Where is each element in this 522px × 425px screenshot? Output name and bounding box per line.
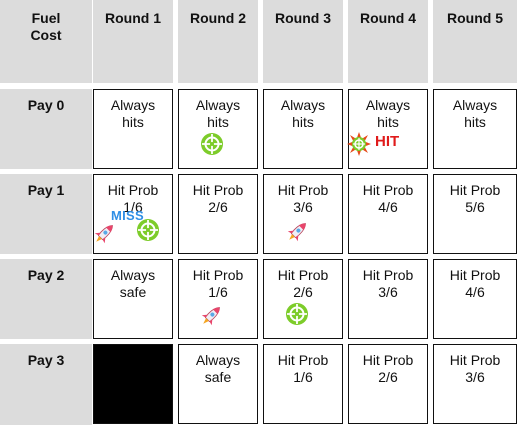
cell-pay2-round4[interactable]: Hit Prob 3/6: [348, 259, 428, 339]
cell-pay2-round1[interactable]: Always safe: [93, 259, 173, 339]
cell-text: 1/6: [123, 199, 143, 215]
hit-label: HIT: [375, 133, 400, 150]
cell-text: Always: [195, 97, 241, 113]
pay-3-row-header: Pay 3: [0, 344, 92, 425]
cell-pay0-round1[interactable]: Always hits: [93, 89, 173, 169]
cell-text: Hit Prob: [449, 267, 501, 283]
cell-pay1-round4[interactable]: Hit Prob 4/6: [348, 174, 428, 254]
cell-pay3-round2[interactable]: Always safe: [178, 344, 258, 424]
cell-text: 4/6: [378, 199, 398, 215]
rocket-icon: [94, 225, 113, 244]
cell-text: Hit Prob: [277, 267, 329, 283]
cell-text: 3/6: [378, 284, 398, 300]
target-icon: [201, 133, 223, 155]
fuel-cost-header: Fuel Cost: [0, 0, 92, 83]
cell-pay2-round2[interactable]: Hit Prob 1/6: [178, 259, 258, 339]
cell-text: hits: [207, 114, 229, 130]
cell-text: 1/6: [208, 284, 228, 300]
explosion-icon: [347, 132, 371, 156]
cell-text: Hit Prob: [277, 352, 329, 368]
cell-pay2-round5[interactable]: Hit Prob 4/6: [433, 259, 517, 339]
pay-1-row-header: Pay 1: [0, 174, 92, 254]
miss-label: MISS: [111, 208, 144, 223]
round-2-header: Round 2: [178, 0, 258, 83]
cell-pay0-round4[interactable]: Always hits: [348, 89, 428, 169]
cell-text: 5/6: [465, 199, 485, 215]
cell-text: Always: [365, 97, 411, 113]
cell-pay3-round5[interactable]: Hit Prob 3/6: [433, 344, 517, 424]
cell-text: Hit Prob: [362, 182, 414, 198]
pay-2-row-header: Pay 2: [0, 259, 92, 339]
cell-text: Always: [452, 97, 498, 113]
cell-text: 1/6: [293, 369, 313, 385]
cell-pay0-round3[interactable]: Always hits: [263, 89, 343, 169]
cell-text: 3/6: [293, 199, 313, 215]
cell-text: Hit Prob: [107, 182, 159, 198]
cell-text: Hit Prob: [449, 352, 501, 368]
cell-text: hits: [292, 114, 314, 130]
rocket-icon: [201, 307, 220, 326]
fuel-cost-header-line-2: Cost: [30, 27, 62, 43]
cell-text: 2/6: [208, 199, 228, 215]
cell-text: safe: [204, 369, 232, 385]
cell-pay3-round4[interactable]: Hit Prob 2/6: [348, 344, 428, 424]
cell-pay1-round2[interactable]: Hit Prob 2/6: [178, 174, 258, 254]
cell-text: safe: [119, 284, 147, 300]
cell-text: hits: [464, 114, 486, 130]
cell-pay0-round2[interactable]: Always hits: [178, 89, 258, 169]
cell-pay1-round5[interactable]: Hit Prob 5/6: [433, 174, 517, 254]
rocket-icon: [287, 223, 306, 242]
cell-text: Always: [110, 267, 156, 283]
target-icon: [286, 303, 308, 325]
target-icon: [137, 219, 159, 241]
round-1-header: Round 1: [93, 0, 173, 83]
cell-text: 4/6: [465, 284, 485, 300]
cell-pay3-round1-blocked: [93, 344, 173, 424]
cell-text: Always: [195, 352, 241, 368]
cell-pay0-round5[interactable]: Always hits: [433, 89, 517, 169]
round-5-header: Round 5: [433, 0, 517, 83]
cell-pay3-round3[interactable]: Hit Prob 1/6: [263, 344, 343, 424]
round-4-header: Round 4: [348, 0, 428, 83]
round-3-header: Round 3: [263, 0, 343, 83]
cell-text: Always: [110, 97, 156, 113]
cell-text: Hit Prob: [192, 267, 244, 283]
fuel-cost-header-line-1: Fuel: [31, 10, 61, 26]
cell-text: hits: [377, 114, 399, 130]
cell-text: 2/6: [293, 284, 313, 300]
cell-pay1-round3[interactable]: Hit Prob 3/6: [263, 174, 343, 254]
cell-text: Hit Prob: [277, 182, 329, 198]
cell-pay2-round3[interactable]: Hit Prob 2/6: [263, 259, 343, 339]
cell-text: Hit Prob: [449, 182, 501, 198]
cell-text: 3/6: [465, 369, 485, 385]
cell-text: Always: [280, 97, 326, 113]
cell-text: Hit Prob: [362, 267, 414, 283]
cell-text: Hit Prob: [362, 352, 414, 368]
cell-text: hits: [122, 114, 144, 130]
cell-text: Hit Prob: [192, 182, 244, 198]
cell-pay1-round1[interactable]: Hit Prob 1/6: [93, 174, 173, 254]
pay-0-row-header: Pay 0: [0, 89, 92, 169]
cell-text: 2/6: [378, 369, 398, 385]
